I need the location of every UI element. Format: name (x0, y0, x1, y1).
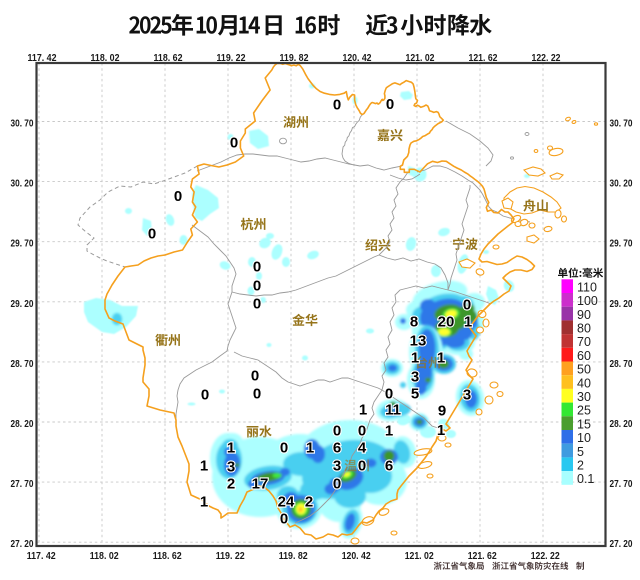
svg-text:0: 0 (174, 188, 182, 205)
svg-text:29. 70: 29. 70 (610, 238, 633, 250)
svg-text:118. 02: 118. 02 (91, 52, 120, 64)
svg-text:3: 3 (411, 368, 419, 385)
svg-text:13: 13 (410, 332, 427, 349)
svg-text:10: 10 (577, 431, 591, 445)
svg-text:110: 110 (577, 280, 597, 294)
svg-text:3: 3 (333, 457, 341, 474)
svg-text:0: 0 (280, 439, 288, 456)
svg-text:4: 4 (358, 439, 367, 456)
svg-text:0: 0 (148, 225, 156, 242)
svg-text:30: 30 (577, 390, 591, 404)
svg-text:25: 25 (577, 404, 591, 418)
svg-text:0: 0 (251, 367, 259, 384)
svg-text:0: 0 (358, 422, 366, 439)
svg-text:120. 42: 120. 42 (343, 52, 372, 64)
svg-text:0: 0 (253, 385, 261, 402)
svg-text:119. 22: 119. 22 (216, 550, 245, 562)
svg-text:117. 42: 117. 42 (28, 52, 57, 64)
svg-text:0: 0 (253, 295, 261, 312)
svg-text:11: 11 (385, 401, 401, 418)
svg-text:1: 1 (200, 457, 208, 474)
svg-text:29. 70: 29. 70 (11, 238, 34, 250)
svg-text:118. 02: 118. 02 (90, 550, 119, 562)
svg-text:121. 02: 121. 02 (406, 52, 435, 64)
svg-text:0: 0 (386, 96, 394, 113)
svg-text:3: 3 (463, 386, 471, 403)
svg-text:0: 0 (333, 475, 341, 492)
svg-text:119. 82: 119. 82 (280, 52, 309, 64)
svg-text:1: 1 (464, 313, 472, 330)
svg-text:1: 1 (385, 422, 393, 439)
svg-text:5: 5 (411, 385, 419, 402)
svg-text:80: 80 (577, 321, 591, 335)
svg-text:118. 62: 118. 62 (154, 52, 183, 64)
svg-text:24: 24 (278, 493, 295, 510)
svg-text:122. 22: 122. 22 (531, 550, 560, 562)
svg-text:28. 70: 28. 70 (11, 358, 34, 370)
svg-text:5: 5 (577, 445, 584, 459)
svg-text:1: 1 (200, 493, 208, 510)
svg-text:28. 20: 28. 20 (11, 418, 34, 430)
svg-text:0: 0 (201, 386, 209, 403)
svg-text:27. 20: 27. 20 (610, 538, 633, 550)
svg-text:6: 6 (385, 457, 393, 474)
svg-text:0: 0 (333, 96, 341, 113)
svg-text:30. 70: 30. 70 (11, 118, 34, 130)
svg-text:121. 62: 121. 62 (469, 52, 498, 64)
svg-text:0: 0 (333, 422, 341, 439)
svg-text:1: 1 (437, 349, 445, 366)
svg-text:0: 0 (358, 457, 366, 474)
svg-text:6: 6 (333, 439, 341, 456)
svg-text:2: 2 (577, 458, 584, 472)
svg-text:17: 17 (252, 475, 269, 492)
svg-text:70: 70 (577, 335, 591, 349)
svg-text:121. 02: 121. 02 (405, 550, 434, 562)
svg-text:30. 20: 30. 20 (610, 178, 633, 190)
svg-text:119. 82: 119. 82 (279, 550, 308, 562)
svg-text:30. 20: 30. 20 (11, 178, 34, 190)
svg-text:27. 20: 27. 20 (11, 538, 34, 550)
svg-text:1: 1 (359, 401, 367, 418)
svg-text:122. 22: 122. 22 (532, 52, 561, 64)
svg-text:0: 0 (385, 385, 393, 402)
svg-text:1: 1 (227, 439, 235, 456)
svg-text:40: 40 (577, 376, 591, 390)
svg-text:29. 20: 29. 20 (610, 298, 633, 310)
svg-text:0: 0 (463, 296, 471, 313)
svg-text:28. 70: 28. 70 (610, 358, 633, 370)
svg-text:20: 20 (438, 313, 455, 330)
svg-text:120. 42: 120. 42 (342, 550, 371, 562)
svg-text:8: 8 (410, 313, 418, 330)
svg-text:0: 0 (230, 134, 238, 151)
svg-text:50: 50 (577, 363, 591, 377)
svg-text:1: 1 (437, 422, 445, 439)
svg-text:2: 2 (305, 493, 313, 510)
svg-text:90: 90 (577, 308, 591, 322)
svg-text:28. 20: 28. 20 (610, 418, 633, 430)
svg-text:0.1: 0.1 (577, 472, 594, 486)
svg-text:1: 1 (411, 349, 419, 366)
svg-text:2: 2 (227, 475, 235, 492)
svg-text:15: 15 (577, 417, 591, 431)
svg-text:29. 20: 29. 20 (11, 298, 34, 310)
svg-text:121. 62: 121. 62 (468, 550, 497, 562)
svg-text:0: 0 (253, 277, 261, 294)
svg-text:119. 22: 119. 22 (217, 52, 246, 64)
svg-text:30. 70: 30. 70 (610, 118, 633, 130)
svg-text:60: 60 (577, 349, 591, 363)
svg-text:27. 70: 27. 70 (610, 478, 633, 490)
svg-text:118. 62: 118. 62 (153, 550, 182, 562)
svg-text:0: 0 (253, 258, 261, 275)
svg-text:117. 42: 117. 42 (27, 550, 56, 562)
svg-text:0: 0 (280, 510, 288, 527)
svg-text:9: 9 (438, 402, 446, 419)
svg-text:3: 3 (227, 458, 235, 475)
svg-text:27. 70: 27. 70 (11, 478, 34, 490)
svg-text:1: 1 (306, 439, 314, 456)
svg-text:100: 100 (577, 294, 598, 308)
